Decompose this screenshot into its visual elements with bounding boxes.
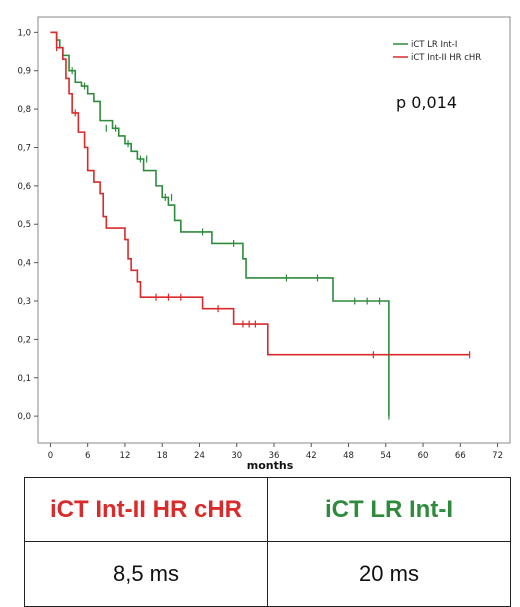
x-tick-label: 6 [85, 451, 90, 461]
plot-frame [37, 16, 511, 444]
header-hr-group: iCT Int-II HR cHR [24, 477, 268, 542]
p-value-annotation: p 0,014 [396, 93, 457, 112]
y-tick-label: 0,3 [17, 297, 31, 307]
x-tick-label: 66 [455, 451, 466, 461]
y-tick-label: 0,1 [17, 374, 31, 384]
x-tick-label: 42 [306, 451, 317, 461]
x-tick-label: 72 [492, 451, 503, 461]
survival-chart: 1,0 0,9 0,8 0,7 0,6 0,5 0,4 0,3 0,2 0,1 0,0 0 6 12 18… [17, 16, 511, 472]
y-tick-label: 0,8 [17, 105, 31, 115]
header-lr-group: iCT LR Int-I [267, 477, 511, 542]
y-tick-label: 1,0 [17, 28, 31, 38]
x-tick-label: 12 [120, 451, 131, 461]
legend: iCT LR Int-I iCT Int-II HR cHR [393, 40, 481, 63]
table-header-row: iCT Int-II HR cHR iCT LR Int-I [24, 477, 511, 542]
value-hr-group: 8,5 ms [24, 541, 268, 607]
x-axis-ticks: 0 6 12 18 24 30 36 42 48 54 60 66 72 [48, 443, 503, 461]
value-lr-group: 20 ms [267, 541, 511, 607]
y-tick-label: 0,2 [17, 335, 31, 345]
x-tick-label: 60 [418, 451, 429, 461]
series-line-1 [50, 31, 470, 356]
y-tick-label: 0,6 [17, 182, 31, 192]
median-survival-table: iCT Int-II HR cHR iCT LR Int-I 8,5 ms 20… [24, 477, 511, 607]
y-tick-label: 0,0 [17, 412, 31, 422]
x-axis-label: months [247, 459, 294, 472]
y-tick-label: 0,4 [17, 259, 31, 269]
series-line-0 [50, 31, 390, 417]
x-tick-label: 54 [380, 451, 391, 461]
legend-label-hr: iCT Int-II HR cHR [411, 53, 481, 63]
legend-label-lr: iCT LR Int-I [411, 40, 457, 50]
x-tick-label: 24 [194, 451, 205, 461]
x-tick-label: 48 [343, 451, 354, 461]
x-tick-label: 36 [269, 451, 280, 461]
y-axis-ticks: 1,0 0,9 0,8 0,7 0,6 0,5 0,4 0,3 0,2 0,1 0,0 [17, 28, 38, 422]
x-tick-label: 0 [48, 451, 53, 461]
series-layer [50, 31, 471, 420]
x-tick-label: 30 [231, 451, 242, 461]
y-tick-label: 0,7 [17, 143, 31, 153]
y-tick-label: 0,9 [17, 67, 31, 77]
table-value-row: 8,5 ms 20 ms [24, 541, 511, 607]
x-tick-label: 18 [157, 451, 168, 461]
y-tick-label: 0,5 [17, 220, 31, 230]
